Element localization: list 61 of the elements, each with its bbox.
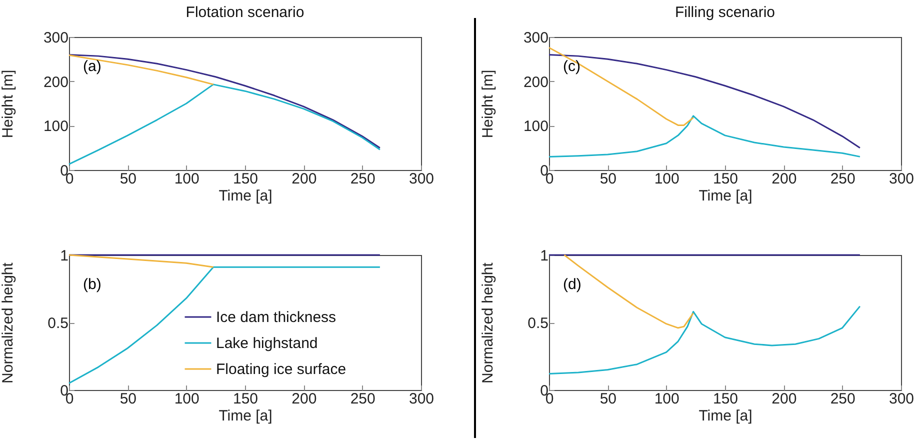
x-axis-title: Time [a] bbox=[698, 188, 752, 204]
y-axis-title: Normalized height bbox=[0, 262, 16, 384]
line-series bbox=[548, 54, 861, 149]
line-series bbox=[548, 115, 861, 158]
y-axis-title: Normalized height bbox=[480, 262, 496, 384]
x-tick-label: 100 bbox=[174, 390, 200, 408]
x-tick-label: 100 bbox=[174, 170, 200, 188]
x-tick-label: 150 bbox=[712, 390, 738, 408]
x-tick-label: 50 bbox=[600, 170, 617, 188]
x-tick-label: 300 bbox=[408, 390, 434, 408]
line-series bbox=[68, 54, 214, 86]
x-tick-label: 150 bbox=[232, 390, 258, 408]
x-axis-title: Time [a] bbox=[698, 408, 752, 424]
annotation: (c) bbox=[563, 58, 580, 75]
y-tick-label: 200 bbox=[43, 74, 68, 91]
y-tick-label: 0.5 bbox=[528, 315, 548, 332]
x-tick-label: 250 bbox=[830, 170, 856, 188]
y-tick-label: 100 bbox=[523, 118, 548, 136]
y-tick-label: 0.5 bbox=[48, 315, 68, 332]
x-axis-title: Time [a] bbox=[218, 188, 272, 204]
y-tick-label: 200 bbox=[523, 74, 548, 91]
line-series bbox=[68, 254, 214, 268]
x-tick-label: 200 bbox=[772, 390, 797, 408]
x-tick-label: 250 bbox=[830, 390, 856, 408]
line-series bbox=[548, 306, 861, 375]
x-tick-label: 100 bbox=[654, 170, 680, 188]
x-tick-label: 150 bbox=[232, 170, 258, 188]
y-tick-label: 100 bbox=[43, 118, 68, 136]
line-series bbox=[68, 54, 381, 149]
line-series bbox=[548, 46, 694, 126]
x-tick-label: 50 bbox=[120, 390, 137, 408]
x-tick-label: 300 bbox=[408, 170, 434, 188]
x-tick-label: 300 bbox=[888, 170, 914, 188]
x-tick-label: 150 bbox=[712, 170, 738, 188]
line-series bbox=[68, 266, 381, 384]
line-series bbox=[68, 84, 381, 165]
x-tick-label: 250 bbox=[350, 170, 376, 188]
y-tick-label: 1 bbox=[60, 248, 68, 264]
y-axis-title: Height [m] bbox=[0, 70, 16, 138]
legend-label: Lake highstand bbox=[216, 335, 318, 352]
x-axis-title: Time [a] bbox=[218, 408, 272, 424]
x-tick-label: 100 bbox=[654, 390, 680, 408]
x-tick-label: 50 bbox=[120, 170, 137, 188]
chart-title: Filling scenario bbox=[674, 4, 776, 21]
y-tick-label: 300 bbox=[523, 30, 548, 46]
y-tick-label: 300 bbox=[43, 30, 68, 46]
x-tick-label: 200 bbox=[292, 390, 317, 408]
y-axis-title: Height [m] bbox=[480, 70, 496, 138]
legend-label: Floating ice surface bbox=[216, 361, 346, 378]
annotation: (d) bbox=[563, 276, 582, 293]
y-tick-label: 1 bbox=[540, 248, 548, 264]
x-tick-label: 300 bbox=[888, 390, 914, 408]
x-tick-label: 250 bbox=[350, 390, 376, 408]
line-series bbox=[564, 254, 694, 329]
x-tick-label: 50 bbox=[600, 390, 617, 408]
annotation: (a) bbox=[83, 58, 102, 75]
legend-label: Ice dam thickness bbox=[216, 309, 336, 326]
x-tick-label: 200 bbox=[292, 170, 317, 188]
chart-title: Flotation scenario bbox=[186, 4, 304, 21]
annotation: (b) bbox=[83, 276, 102, 293]
x-tick-label: 200 bbox=[772, 170, 797, 188]
